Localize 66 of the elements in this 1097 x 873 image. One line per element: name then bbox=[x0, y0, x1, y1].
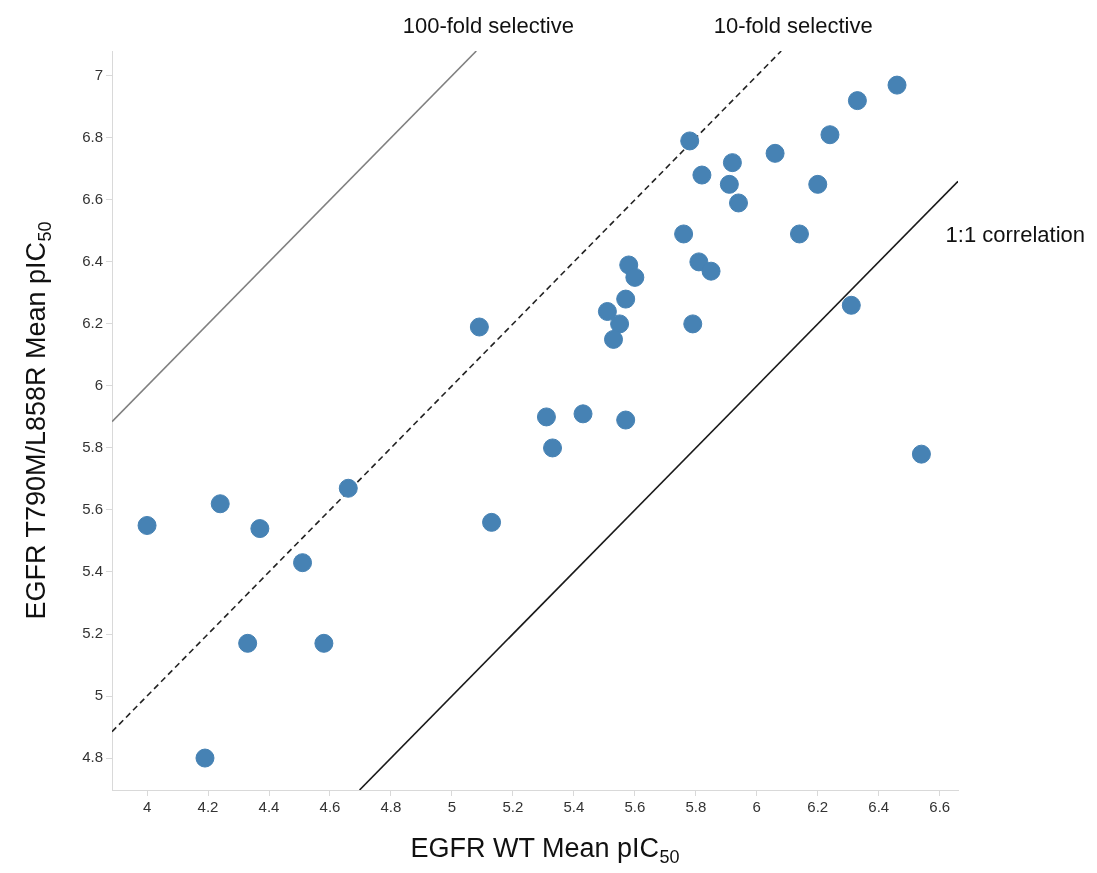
point bbox=[469, 317, 489, 337]
point bbox=[820, 125, 840, 145]
point bbox=[536, 407, 556, 427]
point bbox=[616, 410, 636, 430]
point bbox=[674, 224, 694, 244]
point bbox=[841, 295, 861, 315]
point bbox=[683, 314, 703, 334]
series-label: 100-fold selective bbox=[402, 13, 574, 39]
point bbox=[610, 314, 630, 334]
y-tick-label: 4.8 bbox=[82, 748, 103, 766]
y-tick-label: 5.8 bbox=[82, 438, 103, 456]
x-tick-label: 4.4 bbox=[258, 798, 280, 816]
x-tick-label: 5 bbox=[447, 798, 457, 816]
series-label: 1:1 correlation bbox=[945, 222, 1085, 248]
point bbox=[482, 512, 502, 532]
point bbox=[722, 153, 742, 173]
x-tick-label: 4.2 bbox=[197, 798, 219, 816]
point bbox=[238, 633, 258, 653]
y-tick-label: 6.8 bbox=[82, 127, 103, 145]
point bbox=[808, 174, 828, 194]
x-tick-label: 6.4 bbox=[868, 798, 890, 816]
point bbox=[765, 143, 785, 163]
y-tick-label: 6 bbox=[94, 376, 103, 394]
y-tick-label: 5 bbox=[94, 686, 103, 704]
point bbox=[210, 494, 230, 514]
point bbox=[887, 75, 907, 95]
point bbox=[911, 444, 931, 464]
point bbox=[250, 519, 270, 539]
x-tick-label: 6 bbox=[752, 798, 761, 816]
point bbox=[625, 267, 645, 287]
x-tick-label: 4.8 bbox=[380, 798, 402, 816]
x-tick-label: 6.6 bbox=[929, 798, 951, 816]
point bbox=[701, 261, 721, 281]
point bbox=[195, 748, 215, 768]
x-tick-label: 5.2 bbox=[502, 798, 524, 816]
point bbox=[338, 478, 358, 498]
point bbox=[789, 224, 809, 244]
point bbox=[314, 633, 334, 653]
point bbox=[137, 515, 157, 535]
point bbox=[692, 165, 712, 185]
point bbox=[729, 193, 748, 213]
point bbox=[847, 91, 867, 111]
x-tick-label: 6.2 bbox=[807, 798, 829, 816]
x-tick-label: 5.6 bbox=[624, 798, 646, 816]
point bbox=[616, 289, 636, 309]
x-tick-label: 4 bbox=[142, 798, 152, 816]
y-tick-label: 5.4 bbox=[82, 562, 103, 580]
y-tick-label: 6.6 bbox=[82, 190, 103, 207]
point bbox=[604, 329, 623, 349]
y-tick-label: 7 bbox=[94, 65, 103, 83]
y-tick-label: 5.6 bbox=[82, 500, 103, 518]
point bbox=[719, 174, 739, 194]
x-tick-label: 4.6 bbox=[319, 798, 341, 816]
y-tick-label: 5.2 bbox=[82, 624, 103, 642]
point bbox=[293, 553, 313, 573]
x-tick-label: 5.4 bbox=[563, 798, 585, 816]
point bbox=[680, 131, 700, 151]
point bbox=[597, 302, 617, 321]
x-tick-label: 5.8 bbox=[685, 798, 707, 816]
point bbox=[573, 404, 593, 424]
y-tick-label: 6.4 bbox=[82, 252, 103, 270]
y-axis-title: EGFR T790M/L858R Mean pIC50 bbox=[21, 221, 56, 620]
series-label: 10-fold selective bbox=[713, 13, 873, 39]
point bbox=[543, 438, 563, 458]
point bbox=[689, 252, 709, 272]
y-tick-label: 6.2 bbox=[82, 314, 103, 332]
